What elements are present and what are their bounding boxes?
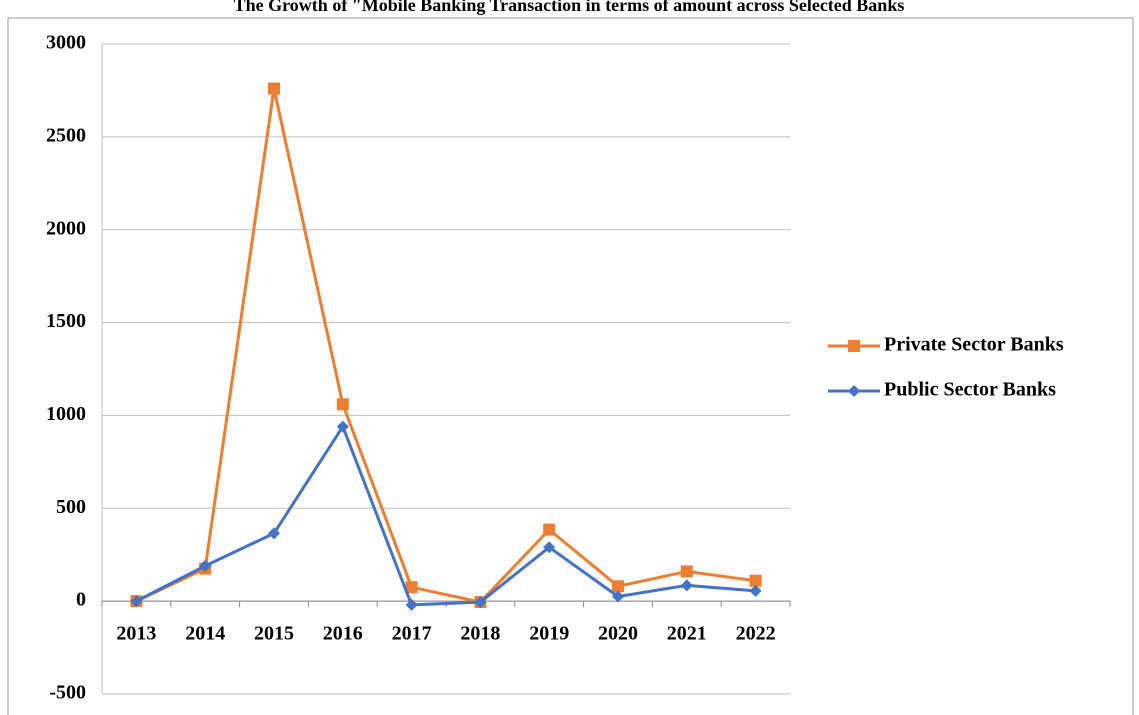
point-marker: [749, 584, 762, 597]
x-tick-label: 2016: [323, 623, 363, 645]
x-tick-label: 2013: [116, 623, 156, 645]
point-marker: [268, 82, 280, 95]
point-marker: [680, 565, 693, 578]
y-tick-label: 2000: [46, 217, 86, 239]
x-tick-label: 2018: [460, 623, 500, 645]
point-marker: [199, 559, 212, 572]
chart-border: [7, 17, 1134, 715]
series-line: [135, 87, 756, 604]
point-marker: [543, 523, 556, 536]
point-marker: [474, 596, 487, 609]
x-tick-label: 2014: [185, 623, 225, 645]
point-marker: [612, 590, 624, 603]
x-tick-label: 2015: [254, 623, 294, 645]
point-marker: [612, 580, 624, 593]
point-marker: [749, 574, 762, 587]
point-marker: [268, 527, 280, 540]
legend-label: Public Sector Banks: [884, 379, 1056, 401]
y-tick-label: -500: [49, 682, 86, 704]
point-marker: [405, 581, 418, 594]
point-marker: [336, 398, 349, 411]
x-tick-label: 2022: [736, 623, 776, 645]
point-marker: [336, 420, 349, 433]
y-tick-label: 0: [76, 589, 86, 611]
y-tick-label: 500: [56, 496, 86, 518]
point-marker: [543, 541, 556, 554]
legend-marker: [848, 385, 860, 397]
y-tick-label: 3000: [46, 32, 86, 54]
y-tick-label: 1000: [46, 403, 86, 425]
x-tick-label: 2017: [392, 623, 432, 645]
point-marker: [680, 579, 693, 592]
series-line: [135, 425, 756, 607]
y-tick-label: 1500: [46, 310, 86, 332]
x-tick-label: 2019: [529, 623, 569, 645]
point-marker: [405, 598, 418, 611]
legend-marker: [848, 340, 860, 352]
chart-title: The Growth of "Mobile Banking Transactio…: [234, 0, 905, 15]
point-marker: [130, 595, 143, 608]
y-tick-label: 2500: [46, 124, 86, 146]
x-tick-label: 2021: [667, 623, 707, 645]
legend-label: Private Sector Banks: [884, 334, 1064, 356]
x-tick-label: 2020: [598, 623, 638, 645]
